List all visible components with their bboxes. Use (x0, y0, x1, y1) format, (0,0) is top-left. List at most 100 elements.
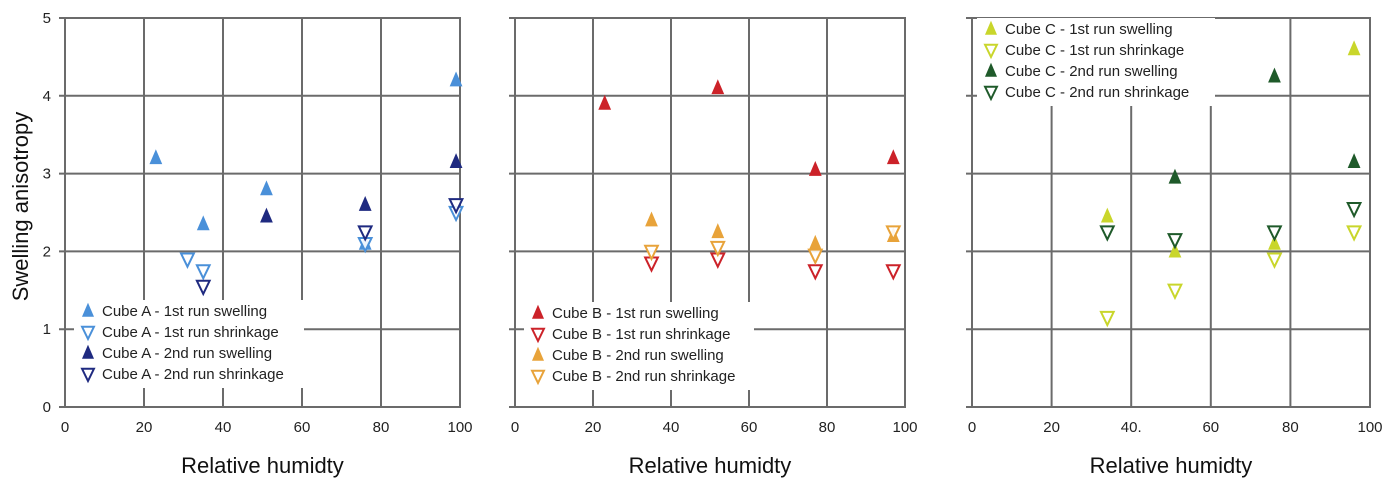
legend-entry: Cube B - 2nd run swelling (552, 347, 724, 364)
x-axis-title: Relative humidty (629, 453, 792, 478)
data-point (1347, 153, 1361, 169)
data-point (1099, 225, 1116, 242)
legend-entry: Cube C - 1st run shrinkage (1005, 42, 1184, 59)
x-tick-label: 60 (1202, 419, 1219, 436)
x-tick-label: 60 (741, 419, 758, 436)
data-point (448, 198, 465, 215)
data-point (196, 215, 210, 231)
series-2 (1099, 225, 1363, 328)
legend-marker (81, 344, 95, 359)
series-3 (1168, 67, 1361, 184)
x-tick-label: 80 (819, 419, 836, 436)
data-point (1268, 67, 1281, 83)
data-point (449, 153, 463, 169)
legend-entry: Cube B - 1st run shrinkage (552, 326, 730, 343)
legend-marker (984, 62, 998, 77)
data-point (645, 211, 658, 227)
x-tick-label: 20 (1043, 419, 1060, 436)
chart-panel-1: 0 20 40 60 80 100 0 1 2 3 4 5 Relative humidty Swelli… (8, 10, 473, 478)
legend-background (977, 18, 1215, 106)
data-point (598, 94, 612, 110)
x-axis-title: Relative humidty (1090, 453, 1253, 478)
series-2 (643, 252, 902, 281)
y-tick-label: 4 (43, 88, 51, 105)
legend-entry: Cube B - 1st run swelling (552, 305, 719, 322)
legend-background (74, 300, 304, 388)
series-4 (1099, 201, 1363, 250)
series-1 (598, 79, 900, 176)
series-1 (149, 71, 463, 250)
series-4 (195, 198, 465, 297)
data-point (1346, 225, 1363, 242)
x-tick-label: 40 (663, 419, 680, 436)
data-point (643, 244, 660, 262)
data-point (808, 160, 822, 176)
legend-entry: Cube A - 2nd run swelling (102, 345, 272, 362)
legend-entry: Cube C - 2nd run shrinkage (1005, 84, 1189, 101)
x-tick-label: 60 (294, 419, 311, 436)
data-point (1168, 168, 1182, 184)
x-tick-label: 20 (136, 419, 153, 436)
data-point (149, 149, 163, 165)
x-tick-label: 40 (215, 419, 232, 436)
legend-background (524, 302, 754, 390)
data-point (1347, 40, 1361, 56)
legend-marker (80, 325, 96, 342)
series-4 (643, 225, 902, 266)
y-tick-label: 1 (43, 321, 51, 338)
x-tick-label: 0 (511, 419, 519, 436)
data-point (260, 207, 273, 223)
data-point (711, 223, 725, 239)
data-point (807, 264, 824, 281)
legend-marker (531, 346, 545, 361)
legend-entry: Cube B - 2nd run shrinkage (552, 368, 735, 385)
data-point (1266, 225, 1283, 242)
x-tick-label: 0 (968, 419, 976, 436)
data-point (195, 279, 212, 297)
data-point (1346, 201, 1363, 219)
data-point (357, 225, 374, 242)
chart-panel-3: 0 20 40. 60 80 100 Relative humidty Cube C - 1s… (966, 17, 1383, 478)
x-tick-label: 100 (447, 419, 472, 436)
legend-marker (983, 43, 999, 60)
plot-frame (514, 17, 906, 408)
y-tick-label: 5 (43, 10, 51, 27)
data-point (807, 248, 824, 266)
data-point (808, 234, 822, 250)
data-point (260, 180, 273, 196)
data-point (358, 195, 372, 211)
data-point (886, 149, 900, 165)
legend-marker (81, 302, 95, 317)
series-3 (260, 153, 463, 223)
legend-marker (530, 369, 546, 386)
data-point (885, 264, 902, 281)
legend-entry: Cube A - 1st run shrinkage (102, 324, 279, 341)
data-point (1266, 252, 1283, 269)
legend: Cube B - 1st run swelling Cube B - 1st ru… (524, 302, 754, 390)
data-point (179, 252, 196, 269)
x-tick-label: 100 (1357, 419, 1382, 436)
legend: Cube C - 1st run swelling Cube C - 1st ru… (977, 18, 1215, 106)
x-tick-label: 100 (892, 419, 917, 436)
data-point (709, 240, 726, 258)
data-point (1167, 283, 1183, 301)
y-axis-title: Swelling anisotropy (8, 112, 33, 302)
data-point (1168, 242, 1182, 258)
data-point (885, 225, 902, 242)
data-point (711, 79, 725, 95)
y-tick-label: 3 (43, 166, 51, 183)
legend-entry: Cube A - 1st run swelling (102, 303, 267, 320)
series-1 (1100, 40, 1361, 258)
data-point (195, 264, 212, 281)
series-3 (645, 211, 900, 250)
y-tick-label: 2 (43, 243, 51, 260)
data-point (1268, 234, 1281, 250)
x-tick-label: 20 (585, 419, 602, 436)
legend: Cube A - 1st run swelling Cube A - 1st ru… (74, 300, 304, 388)
legend-marker (530, 327, 546, 344)
x-tick-label: 0 (61, 419, 69, 436)
data-point (1099, 310, 1116, 328)
x-axis-title: Relative humidty (181, 453, 344, 478)
legend-entry: Cube C - 1st run swelling (1005, 21, 1173, 38)
